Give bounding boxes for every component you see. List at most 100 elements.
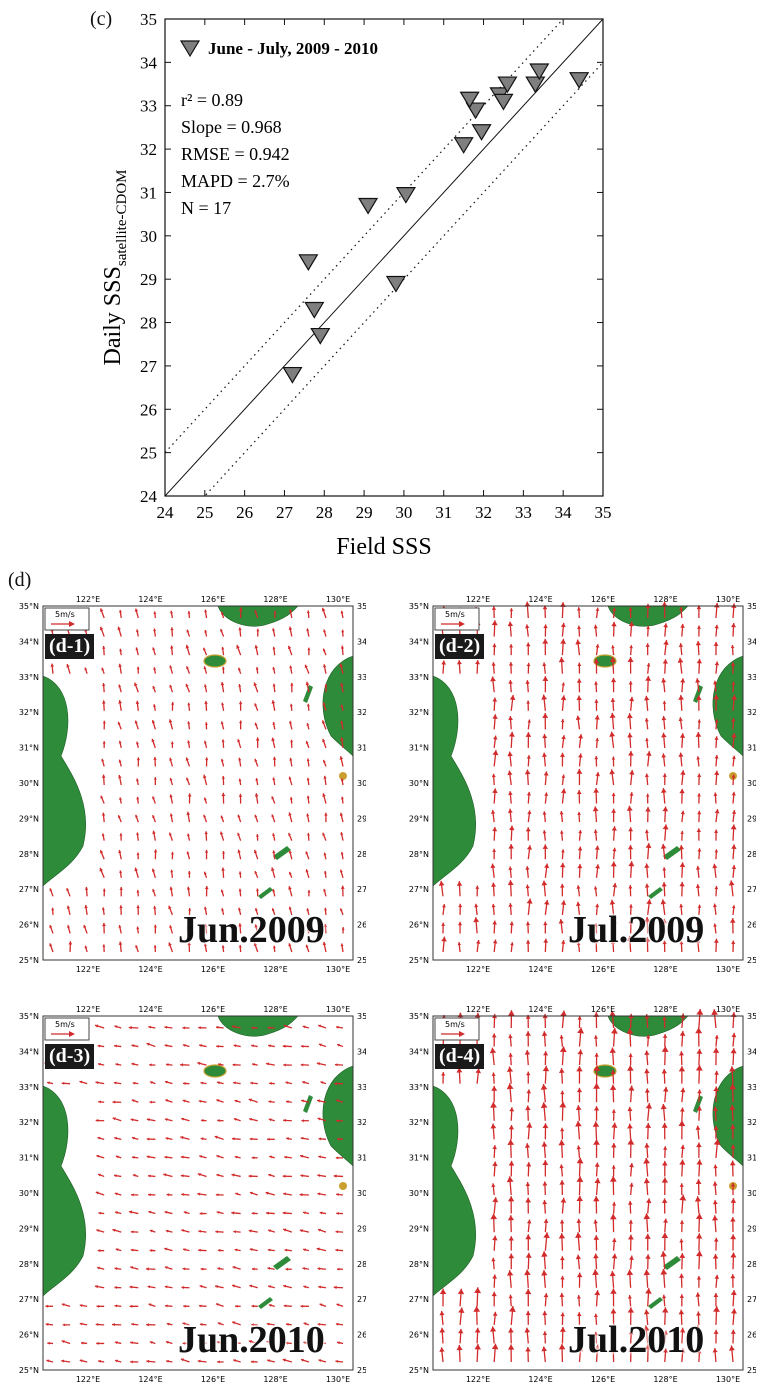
wind-arrow-head [507, 751, 513, 757]
wind-arrow-head [185, 683, 189, 687]
wind-arrow-head [526, 791, 532, 796]
wind-arrow-head [711, 1009, 719, 1016]
wind-arrow-head [282, 1044, 286, 1048]
wind-arrow-head [695, 678, 701, 683]
wind-arrow-head [271, 700, 276, 704]
wind-arrow-head [474, 1343, 481, 1350]
wind-arrow-head [283, 1063, 286, 1067]
wind-arrow-head [661, 732, 667, 738]
lat-label-left: 25°N [19, 956, 39, 965]
wind-arrow-head [575, 901, 581, 907]
wind-arrow-head [627, 1307, 635, 1313]
wind-arrow-head [542, 1331, 548, 1336]
lat-label-right: 32°N [747, 708, 756, 717]
wind-arrow-head [238, 778, 242, 782]
wind-arrow-head [610, 861, 617, 867]
wind-arrow-head [609, 656, 616, 663]
wind-arrow-head [609, 1176, 617, 1182]
wind-arrow-head [627, 935, 633, 941]
wind-arrow-head [268, 1303, 272, 1307]
wind-arrow-head [129, 1285, 133, 1289]
wind-arrow-head [300, 1304, 304, 1308]
wind-arrow-head [220, 681, 225, 686]
wind-arrow-head [183, 1211, 187, 1215]
wind-arrow-head [475, 1068, 482, 1074]
lat-label-right: 34°N [747, 637, 756, 646]
lat-label-left: 31°N [409, 744, 429, 753]
wind-arrow-head [578, 753, 583, 758]
wind-arrow-head [644, 1050, 650, 1056]
wind-arrow-head [170, 645, 174, 649]
goto-island [303, 685, 313, 703]
wind-arrow-head [611, 808, 617, 813]
lat-label-right: 35°N [747, 1012, 756, 1021]
map-panel-tag: (d-3) [45, 1044, 95, 1069]
wind-arrow-head [149, 1063, 152, 1067]
lat-label-left: 30°N [409, 779, 429, 788]
wind-arrow-head [679, 1294, 684, 1298]
wind-arrow-head [306, 628, 310, 632]
lat-label-right: 26°N [357, 1331, 366, 1340]
wind-arrow-head [696, 1142, 702, 1148]
lon-label-bottom: 122°E [466, 965, 490, 974]
lat-label-left: 26°N [409, 921, 429, 930]
lon-label-bottom: 126°E [591, 965, 615, 974]
wind-arrow-head [102, 720, 106, 724]
wind-arrow-head [304, 664, 308, 669]
wind-arrow-head [165, 1229, 169, 1233]
wind-arrow-head [234, 1099, 238, 1103]
wind-arrow-head [643, 1157, 650, 1164]
wind-arrow-head [339, 663, 344, 668]
lat-label-right: 26°N [747, 1331, 756, 1340]
y-tick-label: 28 [140, 314, 157, 333]
wind-arrow-head [131, 1062, 135, 1066]
wind-arrow-head [629, 696, 635, 702]
data-point [310, 327, 331, 345]
wind-arrow-head [114, 1044, 117, 1048]
wind-arrow-head [188, 908, 192, 911]
wind-arrow-head [577, 920, 583, 925]
wind-arrow-head [335, 1248, 339, 1252]
wind-arrow-head [318, 1024, 322, 1028]
wind-arrow-head [628, 1347, 634, 1353]
wind-arrow-head [609, 1271, 616, 1277]
wind-arrow-head [627, 1065, 634, 1071]
wind-arrow-head [204, 609, 208, 613]
wind-arrow-head [119, 797, 122, 801]
wind-arrow-head [594, 1177, 601, 1184]
wind-arrow-head [577, 625, 582, 630]
wind-arrow-head [272, 722, 276, 725]
map-panel-tag: (d-1) [45, 634, 95, 659]
wind-arrow-head [491, 1257, 496, 1262]
wind-arrow-head [595, 903, 600, 908]
kyushu-land [322, 655, 354, 757]
wind-arrow-head [134, 608, 139, 612]
wind-arrow-head [661, 882, 667, 887]
wind-arrow-head [153, 849, 158, 853]
lat-label-left: 25°N [409, 956, 429, 965]
wind-arrow-head [506, 1270, 514, 1276]
lon-label-bottom: 128°E [653, 965, 677, 974]
wind-arrow-head [507, 1196, 515, 1202]
wind-arrow-head [186, 886, 191, 890]
lon-label-top: 126°E [201, 1005, 225, 1014]
wind-arrow-head [525, 1234, 532, 1240]
wind-arrow-head [98, 1100, 101, 1104]
wind-arrow-head [731, 1032, 737, 1038]
wind-arrow-head [595, 644, 600, 648]
wind-arrow-head [695, 938, 701, 944]
wind-arrow-head [678, 717, 683, 722]
wind-arrow-head [594, 715, 600, 720]
wind-arrow-head [456, 1067, 463, 1073]
wind-arrow-head [491, 620, 498, 626]
wind-arrow-head [696, 1275, 702, 1280]
wind-arrow-head [289, 665, 293, 669]
x-tick-label: 30 [395, 503, 412, 522]
wind-arrow-head [645, 843, 652, 849]
wind-arrow-head [335, 1156, 339, 1160]
wind-arrow-head [508, 843, 514, 849]
wind-arrow-head [731, 732, 737, 738]
wind-arrow-head [238, 871, 242, 875]
wind-arrow-head [508, 1236, 514, 1241]
wind-arrow-head [714, 885, 719, 890]
